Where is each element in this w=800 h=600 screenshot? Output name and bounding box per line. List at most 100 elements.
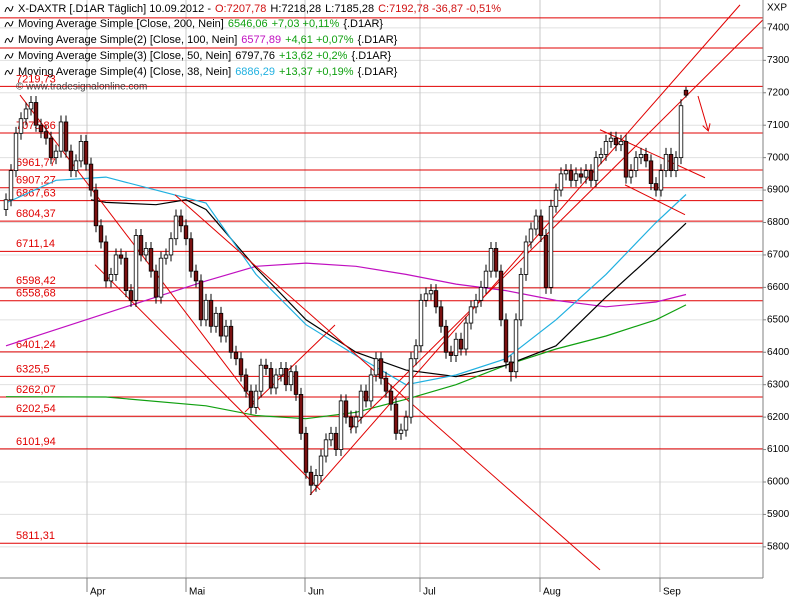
candle-body xyxy=(148,248,154,272)
candle-body xyxy=(653,183,659,191)
header-quote: H:7218,28 xyxy=(270,3,321,15)
candle-body xyxy=(263,364,269,369)
trendline xyxy=(624,184,686,216)
candle-body xyxy=(523,241,529,275)
y-tick-label: 6500 xyxy=(767,314,790,325)
candle-body xyxy=(368,374,374,402)
candle-body xyxy=(643,153,649,162)
candle-body xyxy=(273,374,279,389)
legend-entry: Moving Average Simple(2) [Close, 100, Ne… xyxy=(18,34,398,46)
header-quote: O:7207,78 xyxy=(215,3,266,15)
candle-body xyxy=(233,351,239,360)
legend-icon xyxy=(4,36,14,44)
level-label: 6325,5 xyxy=(16,363,50,375)
candle-body xyxy=(633,157,639,172)
candle-body xyxy=(138,235,144,256)
candle-body xyxy=(98,225,104,243)
level-label: 6804,37 xyxy=(16,208,56,220)
candle-body xyxy=(303,432,309,473)
candle-body xyxy=(223,325,229,337)
candle-body xyxy=(503,319,509,363)
candle-body xyxy=(363,390,369,402)
candle-body xyxy=(493,248,499,272)
plot-area: 7219,737075,866961,776907,276867,636804,… xyxy=(0,0,763,578)
candle-body xyxy=(433,290,439,308)
legend-suffix: {.D1AR} xyxy=(351,50,391,62)
candle-body xyxy=(38,124,44,133)
candle-body xyxy=(58,121,64,152)
candle-body xyxy=(168,238,174,256)
legend-icon xyxy=(4,68,14,76)
candle-body xyxy=(548,205,554,288)
candle-body xyxy=(53,150,59,159)
candle-body xyxy=(153,270,159,298)
y-tick-label: 6700 xyxy=(767,250,790,261)
candle-body xyxy=(48,137,54,159)
watermark: © www.tradesignalonline.com xyxy=(16,82,147,93)
candle-body xyxy=(383,377,389,392)
legend-value: 6797,76 xyxy=(235,50,275,62)
candle-body xyxy=(683,89,689,96)
candle-body xyxy=(543,235,549,288)
legend-icon xyxy=(4,52,14,60)
candle-body xyxy=(373,358,379,376)
candle-body xyxy=(508,361,514,373)
y-tick-label: 6200 xyxy=(767,412,790,423)
y-tick-label: 5900 xyxy=(767,509,790,520)
candle-body xyxy=(43,131,49,139)
trendline xyxy=(94,264,321,491)
candle-body xyxy=(588,170,594,181)
legend-value: 6886,29 xyxy=(235,66,275,78)
candle-body xyxy=(603,141,609,155)
candle-body xyxy=(568,170,574,181)
candle-body xyxy=(403,416,409,431)
header: X-DAXTR [.D1AR Täglich] 10.09.2012 - O:72… xyxy=(18,3,501,15)
legend-entry: Moving Average Simple(3) [Close, 50, Nei… xyxy=(18,50,392,62)
candle-body xyxy=(658,170,664,191)
candle-body xyxy=(618,141,624,146)
candle-body xyxy=(173,215,179,240)
y-tick-label: 6800 xyxy=(767,217,790,228)
header-quote: C:7192,78 -36,87 -0,51% xyxy=(378,3,501,15)
candle-body xyxy=(388,390,394,405)
candle-body xyxy=(678,105,684,159)
candle-body xyxy=(323,439,329,457)
candle-body xyxy=(553,189,559,207)
header-quote: L:7185,28 xyxy=(325,3,374,15)
level-label: 6598,42 xyxy=(16,275,56,287)
candle-body xyxy=(183,225,189,240)
y-tick-label: 6100 xyxy=(767,444,790,455)
candle-body xyxy=(338,400,344,450)
candle-body xyxy=(118,254,124,259)
level-label: 6961,77 xyxy=(16,157,56,169)
legend-change: +7,03 +0,11% xyxy=(272,18,340,30)
legend-suffix: {.D1AR} xyxy=(358,34,398,46)
candle-body xyxy=(573,173,579,181)
candle-body xyxy=(443,325,449,353)
legend-entry: Moving Average Simple [Close, 200, Nein]… xyxy=(18,18,383,30)
level-label: 6262,07 xyxy=(16,384,56,396)
candle-body xyxy=(563,170,569,175)
candle-body xyxy=(143,248,149,256)
candle-body xyxy=(528,228,534,243)
level-label: 6202,54 xyxy=(16,403,56,415)
x-tick-label: Aug xyxy=(543,587,561,598)
y-tick-label: 7100 xyxy=(767,120,790,131)
level-label: 6907,27 xyxy=(16,175,56,187)
legend-icon xyxy=(4,5,14,13)
candle-body xyxy=(423,293,429,301)
candle-body xyxy=(318,455,324,476)
candle-body xyxy=(63,121,69,152)
x-tick-label: Jun xyxy=(308,587,324,598)
candle-body xyxy=(248,390,254,408)
candle-body xyxy=(103,241,109,282)
candle-body xyxy=(88,163,94,191)
candle-body xyxy=(458,338,464,350)
candle-body xyxy=(468,306,474,324)
candle-body xyxy=(378,358,384,379)
x-tick-label: Jul xyxy=(423,587,436,598)
candle-body xyxy=(218,312,224,337)
candle-body xyxy=(358,390,364,418)
